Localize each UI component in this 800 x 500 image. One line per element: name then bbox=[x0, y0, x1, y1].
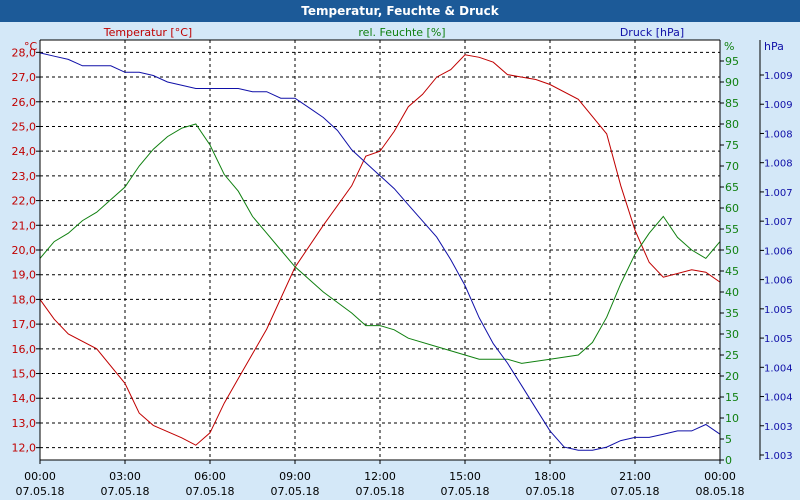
temperature-line bbox=[39, 54, 721, 446]
pressure-tick-label: 1.009 bbox=[764, 100, 793, 111]
temperature-tick-label: 18,0 bbox=[12, 293, 37, 306]
x-tick-date-label: 07.05.18 bbox=[271, 485, 320, 498]
temperature-tick-label: 24,0 bbox=[12, 145, 37, 158]
humidity-tick-label: 65 bbox=[725, 181, 739, 194]
x-tick-date-label: 07.05.18 bbox=[526, 485, 575, 498]
x-tick-time-label: 09:00 bbox=[279, 470, 311, 483]
x-tick-time-label: 15:00 bbox=[449, 470, 481, 483]
humidity-tick-label: 10 bbox=[725, 412, 739, 425]
axes bbox=[36, 39, 764, 464]
x-tick-time-label: 00:00 bbox=[704, 470, 736, 483]
humidity-tick-label: 15 bbox=[725, 391, 739, 404]
pressure-tick-label: 1.006 bbox=[764, 276, 793, 287]
temperature-legend-label: Temperatur [°C] bbox=[103, 26, 192, 39]
x-tick-date-label: 07.05.18 bbox=[611, 485, 660, 498]
x-tick-date-label: 07.05.18 bbox=[16, 485, 65, 498]
temperature-tick-label: 20,0 bbox=[12, 244, 37, 257]
humidity-unit-label: % bbox=[724, 40, 734, 53]
temperature-tick-label: 14,0 bbox=[12, 392, 37, 405]
humidity-tick-label: 5 bbox=[725, 433, 732, 446]
x-tick-time-label: 06:00 bbox=[194, 470, 226, 483]
temperature-tick-label: 27,0 bbox=[12, 71, 37, 84]
x-tick-date-label: 07.05.18 bbox=[356, 485, 405, 498]
x-tick-time-label: 00:00 bbox=[24, 470, 56, 483]
temperature-tick-label: 26,0 bbox=[12, 96, 37, 109]
pressure-tick-label: 1.007 bbox=[764, 217, 793, 228]
humidity-tick-label: 95 bbox=[725, 55, 739, 68]
pressure-line bbox=[39, 52, 721, 451]
temperature-tick-label: 17,0 bbox=[12, 318, 37, 331]
temperature-tick-label: 13,0 bbox=[12, 417, 37, 430]
pressure-tick-label: 1.007 bbox=[764, 188, 793, 199]
humidity-line bbox=[39, 123, 721, 364]
pressure-tick-label: 1.004 bbox=[764, 363, 793, 374]
chart-title: Temperatur, Feuchte & Druck bbox=[301, 4, 499, 18]
temperature-tick-label: 19,0 bbox=[12, 269, 37, 282]
pressure-unit-label: hPa bbox=[764, 40, 784, 53]
humidity-tick-label: 70 bbox=[725, 160, 739, 173]
humidity-tick-label: 50 bbox=[725, 244, 739, 257]
pressure-tick-label: 1.005 bbox=[764, 305, 793, 316]
temperature-tick-label: 16,0 bbox=[12, 343, 37, 356]
humidity-tick-label: 75 bbox=[725, 139, 739, 152]
grid bbox=[40, 40, 720, 460]
temperature-tick-label: 12,0 bbox=[12, 442, 37, 455]
humidity-tick-label: 85 bbox=[725, 97, 739, 110]
x-tick-time-label: 18:00 bbox=[534, 470, 566, 483]
x-tick-date-label: 07.05.18 bbox=[441, 485, 490, 498]
pressure-tick-label: 1.009 bbox=[764, 71, 793, 82]
humidity-tick-label: 35 bbox=[725, 307, 739, 320]
pressure-tick-label: 1.006 bbox=[764, 246, 793, 257]
pressure-legend-label: Druck [hPa] bbox=[620, 26, 684, 39]
temperature-tick-label: 23,0 bbox=[12, 170, 37, 183]
pressure-tick-label: 1.008 bbox=[764, 159, 793, 170]
humidity-tick-label: 25 bbox=[725, 349, 739, 362]
title-bar bbox=[0, 0, 800, 22]
temperature-tick-label: 25,0 bbox=[12, 120, 37, 133]
pressure-tick-label: 1.003 bbox=[764, 422, 793, 433]
humidity-tick-label: 0 bbox=[725, 454, 732, 467]
x-tick-date-label: 07.05.18 bbox=[186, 485, 235, 498]
x-tick-date-label: 08.05.18 bbox=[696, 485, 745, 498]
humidity-tick-label: 60 bbox=[725, 202, 739, 215]
pressure-tick-label: 1.003 bbox=[764, 451, 793, 462]
humidity-tick-label: 55 bbox=[725, 223, 739, 236]
pressure-tick-label: 1.005 bbox=[764, 334, 793, 345]
temperature-tick-label: 22,0 bbox=[12, 195, 37, 208]
x-tick-date-label: 07.05.18 bbox=[101, 485, 150, 498]
temperature-tick-label: 28,0 bbox=[12, 46, 37, 59]
x-tick-time-label: 12:00 bbox=[364, 470, 396, 483]
humidity-tick-label: 90 bbox=[725, 76, 739, 89]
series-group bbox=[39, 52, 721, 451]
labels: 28,0 27,0 26,0 25,0 24,0 23,0 22,0 21,0 20,0 19,0… bbox=[12, 26, 793, 498]
temperature-tick-label: 21,0 bbox=[12, 219, 37, 232]
temperature-unit-label: °C bbox=[24, 40, 38, 53]
x-tick-time-label: 21:00 bbox=[619, 470, 651, 483]
pressure-tick-label: 1.008 bbox=[764, 129, 793, 140]
humidity-legend-label: rel. Feuchte [%] bbox=[358, 26, 445, 39]
humidity-tick-label: 80 bbox=[725, 118, 739, 131]
humidity-tick-label: 45 bbox=[725, 265, 739, 278]
x-tick-time-label: 03:00 bbox=[109, 470, 141, 483]
humidity-tick-label: 40 bbox=[725, 286, 739, 299]
pressure-tick-label: 1.004 bbox=[764, 393, 793, 404]
temperature-tick-label: 15,0 bbox=[12, 368, 37, 381]
humidity-tick-label: 20 bbox=[725, 370, 739, 383]
humidity-tick-label: 30 bbox=[725, 328, 739, 341]
